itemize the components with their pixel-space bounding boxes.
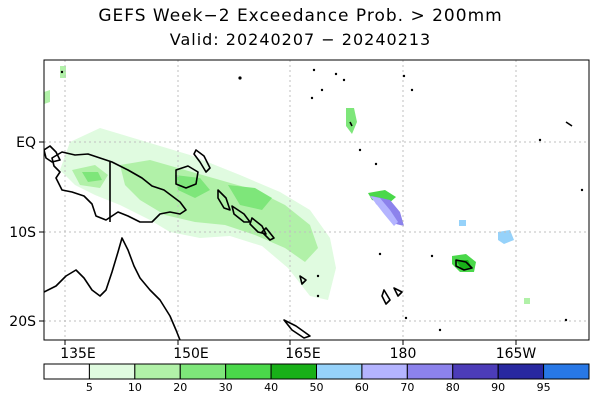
coast-solomons-3 [261,227,275,241]
colorbar-swatch [452,363,499,380]
island-dot [438,328,442,332]
colorbar-label: 70 [400,381,414,394]
colorbar-label: 60 [355,381,369,394]
island-dot [320,88,324,92]
colorbar-swatch [543,363,590,380]
lat-label-10s: 10S [9,225,36,241]
colorbar-swatch [225,363,272,380]
lon-label-135e: 135E [60,346,96,362]
island-dot [430,254,434,258]
shade-region-speck-east [524,298,530,304]
lon-label-150e: 150E [173,346,209,362]
coast-bougainville [217,189,231,211]
colorbar-label: 80 [446,381,460,394]
lon-label-180: 180 [390,346,417,362]
coast-solomons-1 [231,205,251,223]
map-subtitle: Valid: 20240207 − 20240213 [169,30,432,49]
island-dot [316,274,320,278]
island-dot [358,148,362,152]
probability-shading [44,66,530,304]
shade-region-vanuatu-lilac [370,196,398,226]
colorbar-swatch [316,363,363,380]
island-dot [312,68,316,72]
coast-australia [44,237,181,340]
coast-new-caledonia [283,319,311,339]
coast-fiji [455,259,473,271]
coast-islet-4 [565,121,573,127]
colorbar-label: 40 [264,381,278,394]
coast-vanuatu [381,289,391,305]
lon-label-165e: 165E [285,346,321,362]
map-frame [43,59,590,341]
lon-label-165w: 165W [496,346,537,362]
coast-islet-1 [299,275,307,285]
shade-region-fiji-core [456,260,472,270]
colorbar-swatch [179,363,227,380]
island-dot [374,162,378,166]
map-title: GEFS Week−2 Exceedance Prob. > 200mm [98,6,503,26]
shade-region-samoa [498,230,514,244]
colorbar-swatch [134,363,181,380]
colorbar-swatch [88,363,136,380]
island-dot [378,252,382,256]
colorbar-label: 95 [537,381,551,394]
island-dot [334,72,338,76]
island-dot [404,316,408,320]
colorbar-swatch [43,363,90,380]
coast-islet-3 [349,121,353,127]
island-dot [342,78,346,82]
island-dot [60,70,64,74]
lat-label-eq: EQ [16,135,36,151]
island-dots [60,68,584,332]
colorbar-label: 5 [86,381,93,394]
coast-islet-2 [393,287,403,297]
shade-region-10pct [120,160,318,262]
shade-region-20pct-b [228,185,272,210]
coast-new-britain [175,165,199,189]
coast-new-guinea [51,151,187,223]
colorbar-swatch [270,363,318,380]
colorbar-label: 50 [310,381,324,394]
island-dot [410,88,414,92]
island-dot [316,294,320,298]
island-dot [538,138,542,142]
colorbar-label: 30 [219,381,233,394]
shade-region-20pct-c [82,172,102,182]
island-dot [580,188,584,192]
island-dot [402,74,406,78]
coastlines [44,121,573,340]
colorbar-label: 20 [173,381,187,394]
colorbar-label: 90 [491,381,505,394]
shade-region-north-speck [44,90,50,104]
colorbar-swatch [361,363,408,380]
shade-region-20pct [175,175,210,198]
coast-new-ireland [193,149,211,173]
colorbar-swatch [406,363,454,380]
island-dot [564,318,568,322]
coast-bird-head [44,145,61,163]
shade-region-tonga [459,220,466,226]
island-dot [238,76,242,80]
axis-ticks [39,141,517,345]
shade-region-tuvalu [346,108,357,134]
colorbar-label: 10 [128,381,142,394]
island-dot [310,96,314,100]
colorbar-swatch [497,363,545,380]
colorbar: 5 10 20 30 40 50 60 70 80 90 95 [43,363,590,394]
lat-label-20s: 20S [9,314,36,330]
